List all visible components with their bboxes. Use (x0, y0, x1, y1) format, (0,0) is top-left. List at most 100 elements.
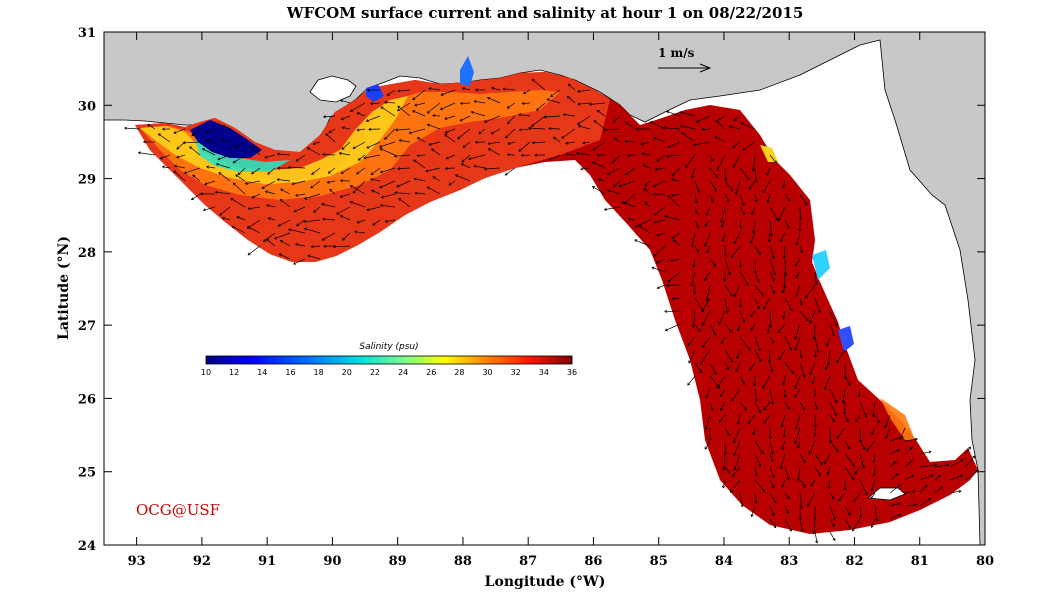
current-vector-head (758, 252, 761, 256)
current-vector (634, 239, 651, 247)
current-vector (763, 297, 771, 310)
current-vector (342, 232, 351, 241)
current-vector-head (354, 230, 358, 234)
current-vector (859, 401, 867, 418)
current-vector-head (444, 166, 448, 171)
current-vector-head (750, 514, 754, 518)
current-vector-head (769, 233, 773, 237)
current-vector-head (745, 282, 749, 286)
current-vector (838, 492, 846, 502)
current-vector (205, 128, 216, 134)
current-vector (666, 284, 681, 286)
current-vector-head (847, 382, 851, 387)
current-vector-head (798, 216, 803, 221)
current-vector (720, 401, 726, 411)
current-vector-head (854, 471, 858, 475)
current-vector-head (934, 463, 938, 467)
current-vector-head (157, 133, 161, 137)
current-vector-head (202, 208, 206, 212)
current-vector-head (754, 501, 758, 505)
current-vector-head (591, 186, 596, 189)
current-vector-head (719, 394, 723, 398)
colorbar-tick-label: 28 (454, 368, 464, 377)
current-vector (870, 492, 876, 499)
plot-frame (103, 31, 986, 546)
current-vector-head (804, 202, 808, 206)
current-vector (578, 102, 591, 105)
current-vector (563, 114, 576, 117)
current-vector-head (960, 459, 964, 462)
current-vector (206, 166, 216, 169)
current-vector-head (696, 249, 699, 253)
current-vector (904, 504, 917, 507)
current-vector (384, 101, 396, 104)
current-vector-head (754, 398, 758, 402)
current-vector-head (669, 258, 674, 263)
current-vector (784, 297, 793, 311)
current-vector-head (729, 293, 733, 297)
current-vector (702, 128, 711, 131)
current-vector (733, 232, 741, 244)
current-vector-head (426, 186, 430, 190)
current-vector (340, 99, 351, 104)
current-vector (769, 505, 775, 516)
current-vector (217, 154, 231, 160)
current-vector-head (928, 450, 932, 454)
current-vector-head (339, 215, 343, 218)
current-vector-head (236, 216, 240, 220)
current-vector-head (247, 206, 251, 211)
current-vector-head (701, 127, 705, 132)
current-vector (964, 455, 976, 468)
current-vector-head (656, 158, 660, 162)
current-vector (176, 154, 186, 158)
current-vector-head (340, 171, 344, 174)
current-vector-head (679, 124, 683, 128)
current-vector (685, 154, 696, 168)
current-vector-head (644, 183, 648, 187)
current-vector (836, 427, 846, 439)
current-vector (328, 167, 336, 174)
current-vector (799, 518, 803, 532)
current-vector (670, 258, 681, 262)
current-vector-head (884, 425, 888, 429)
current-vector-head (843, 411, 847, 415)
current-vector-head (728, 125, 732, 129)
current-vector-head (848, 526, 852, 530)
current-vector-head (924, 484, 928, 488)
current-vector-head (280, 188, 284, 192)
current-vector (723, 453, 726, 471)
current-vector-head (575, 151, 579, 155)
current-vector (754, 401, 762, 413)
current-vector-head (714, 188, 717, 192)
current-vector-head (898, 513, 902, 517)
current-vector (640, 141, 651, 145)
current-vector (934, 475, 941, 481)
current-vector (693, 258, 696, 268)
current-vector-head (827, 486, 831, 490)
current-vector-head (413, 177, 417, 181)
current-vector-head (747, 347, 751, 351)
current-vector-head (718, 419, 722, 424)
current-vector-head (363, 156, 367, 160)
current-vector (784, 518, 792, 532)
current-vector-head (396, 108, 400, 112)
current-vector-head (470, 110, 474, 114)
current-vector-head (379, 203, 384, 208)
current-vector (844, 440, 851, 450)
current-vector (904, 438, 918, 442)
current-vector-head (644, 201, 648, 205)
current-vector-head (536, 107, 540, 111)
current-vector (598, 178, 606, 182)
current-vector-head (726, 470, 730, 474)
current-vector (379, 148, 396, 156)
current-vector (642, 164, 651, 169)
colorbar-tick-label: 22 (370, 368, 380, 377)
y-tick-label: 26 (78, 392, 96, 407)
salinity-yellow-band (140, 96, 408, 184)
current-vector-head (339, 194, 343, 198)
current-vector (413, 159, 426, 169)
current-vector (904, 447, 913, 455)
current-vector-head (662, 126, 666, 130)
current-vector (769, 310, 772, 328)
current-vector (484, 115, 501, 123)
